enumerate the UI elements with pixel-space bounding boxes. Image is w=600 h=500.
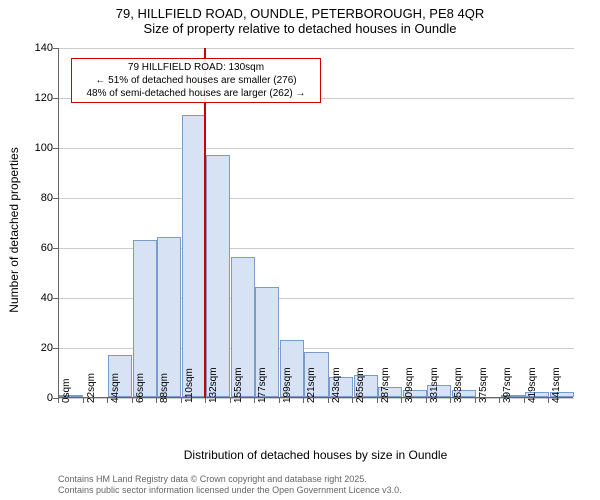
histogram-bar [206,155,230,398]
chart-area: 79 HILLFIELD ROAD: 130sqm ← 51% of detac… [58,48,573,398]
footer-attribution: Contains HM Land Registry data © Crown c… [58,474,402,496]
y-axis-label: Number of detached properties [7,147,21,312]
annotation-line2: ← 51% of detached houses are smaller (27… [76,74,316,87]
footer-line1: Contains HM Land Registry data © Crown c… [58,474,402,485]
annotation-line1: 79 HILLFIELD ROAD: 130sqm [76,61,316,74]
annotation-line3: 48% of semi-detached houses are larger (… [76,87,316,100]
annotation-box: 79 HILLFIELD ROAD: 130sqm ← 51% of detac… [71,58,321,103]
histogram-bar [182,115,206,398]
chart-title: 79, HILLFIELD ROAD, OUNDLE, PETERBOROUGH… [0,0,600,36]
title-line2: Size of property relative to detached ho… [0,21,600,36]
title-line1: 79, HILLFIELD ROAD, OUNDLE, PETERBOROUGH… [0,6,600,21]
footer-line2: Contains public sector information licen… [58,485,402,496]
x-axis-label: Distribution of detached houses by size … [58,448,573,462]
plot-region: 79 HILLFIELD ROAD: 130sqm ← 51% of detac… [58,48,573,398]
